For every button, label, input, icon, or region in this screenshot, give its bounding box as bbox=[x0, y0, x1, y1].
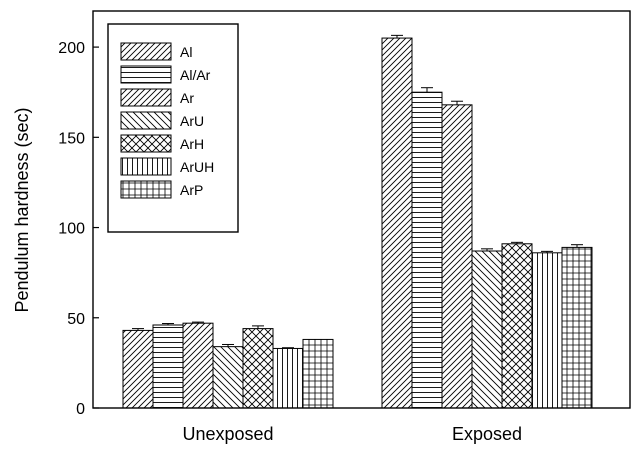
legend: Al Al/Ar Ar ArU ArH ArUH ArP bbox=[107, 23, 239, 233]
bar-unexposed-al-ar bbox=[152, 324, 184, 409]
legend-swatch-al bbox=[120, 42, 172, 61]
y-tick-label-200: 200 bbox=[58, 40, 85, 57]
bar-exposed-al-ar bbox=[411, 91, 443, 409]
legend-label-arp: ArP bbox=[180, 182, 203, 198]
plot-frame bbox=[92, 10, 631, 409]
legend-swatch-ar bbox=[120, 88, 172, 107]
y-axis: 0 50 100 150 200 bbox=[58, 40, 99, 418]
legend-swatch-arh bbox=[120, 134, 172, 153]
legend-label-al-ar: Al/Ar bbox=[180, 67, 211, 83]
bar-unexposed-aruh bbox=[272, 347, 304, 409]
x-category-label-unexposed: Unexposed bbox=[182, 424, 273, 444]
bar-unexposed-ar bbox=[182, 322, 214, 409]
legend-swatch-arp bbox=[120, 180, 172, 199]
y-tick-label-0: 0 bbox=[76, 401, 85, 418]
bar-exposed-ar bbox=[441, 104, 473, 409]
bar-unexposed-al bbox=[122, 329, 154, 409]
legend-label-ar: Ar bbox=[180, 90, 194, 106]
legend-swatch-aruh bbox=[120, 157, 172, 176]
y-tick-label-100: 100 bbox=[58, 221, 85, 238]
error-bars-layer bbox=[132, 34, 583, 349]
bar-unexposed-arh bbox=[242, 328, 274, 409]
legend-swatch-aru bbox=[120, 111, 172, 130]
bar-exposed-al bbox=[381, 37, 413, 409]
bar-unexposed-aru bbox=[212, 346, 244, 409]
bar-exposed-aru bbox=[471, 250, 503, 409]
legend-label-al: Al bbox=[180, 44, 192, 60]
legend-label-aruh: ArUH bbox=[180, 159, 214, 175]
bar-exposed-aruh bbox=[531, 252, 563, 409]
x-axis: Unexposed Exposed bbox=[182, 424, 522, 444]
y-tick-label-150: 150 bbox=[58, 130, 85, 147]
x-category-label-exposed: Exposed bbox=[452, 424, 522, 444]
bar-unexposed-arp bbox=[302, 338, 334, 409]
bar-exposed-arp bbox=[561, 246, 593, 409]
legend-swatch-al-ar bbox=[120, 65, 172, 84]
legend-label-arh: ArH bbox=[180, 136, 204, 152]
y-tick-label-50: 50 bbox=[67, 311, 85, 328]
legend-label-aru: ArU bbox=[180, 113, 204, 129]
bar-exposed-arh bbox=[501, 243, 533, 409]
y-axis-label: Pendulum hardness (sec) bbox=[12, 107, 32, 312]
